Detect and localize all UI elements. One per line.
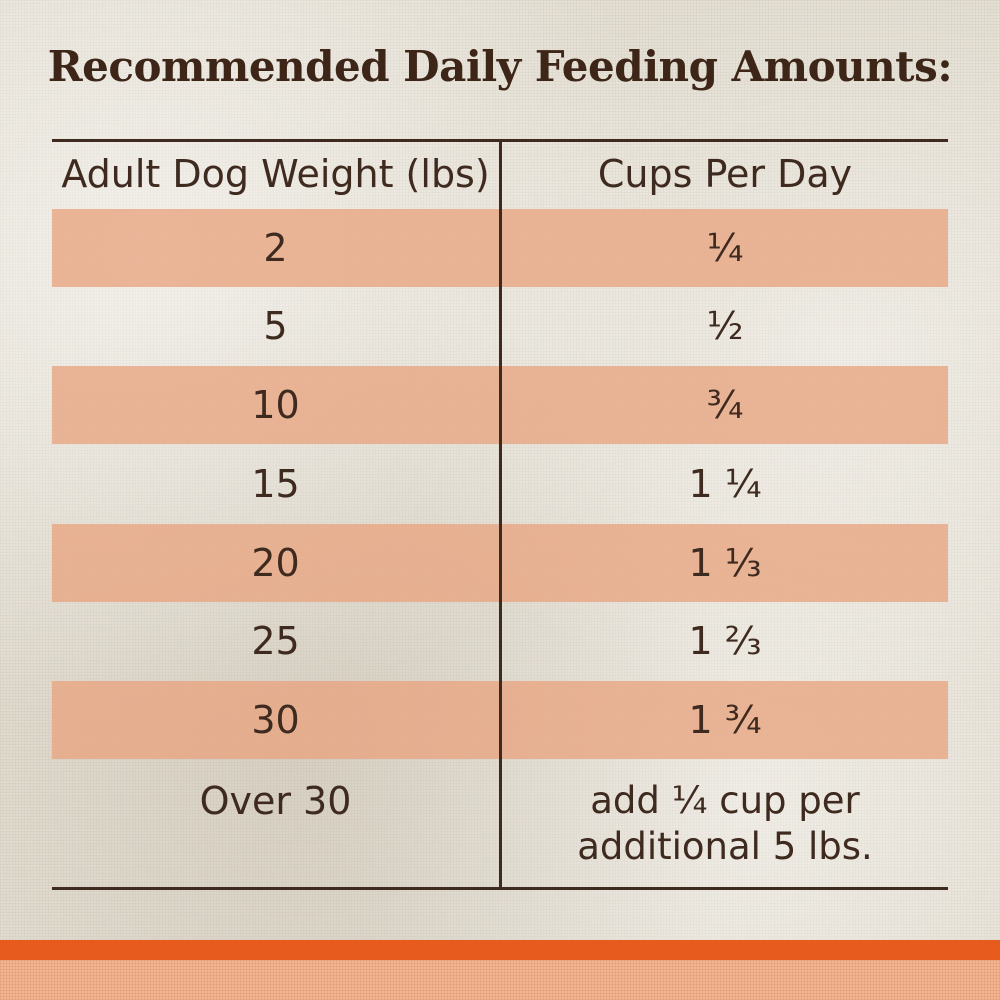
cups-cell: 1 ¾ xyxy=(688,698,762,742)
weight-cell: 5 xyxy=(263,304,288,348)
table-row: Over 30 add ¼ cup per additional 5 lbs. xyxy=(52,778,948,878)
weight-cell: Over 30 xyxy=(199,779,352,823)
footer-peach-band xyxy=(0,960,1000,1000)
cups-cell: 1 ⅓ xyxy=(688,541,762,585)
column-divider xyxy=(499,139,502,890)
cups-cell: 1 ¼ xyxy=(688,462,762,506)
table-row: 5 ½ xyxy=(52,287,948,365)
weight-cell: 20 xyxy=(251,541,300,585)
column-header-weight: Adult Dog Weight (lbs) xyxy=(61,152,490,196)
footer-orange-band xyxy=(0,940,1000,960)
column-header-cups: Cups Per Day xyxy=(597,152,853,196)
page-title: Recommended Daily Feeding Amounts: xyxy=(47,42,953,91)
weight-cell: 25 xyxy=(251,619,300,663)
cups-cell: ¼ xyxy=(706,226,744,270)
cups-cell: ¾ xyxy=(706,383,744,427)
cups-cell: 1 ⅔ xyxy=(688,619,762,663)
weight-cell: 15 xyxy=(251,462,300,506)
cups-cell: ½ xyxy=(706,304,744,348)
weight-cell: 30 xyxy=(251,698,300,742)
weight-cell: 2 xyxy=(263,226,288,270)
cups-cell: add ¼ cup per additional 5 lbs. xyxy=(577,779,873,868)
table-row: 25 1 ⅔ xyxy=(52,602,948,680)
table-bottom-rule xyxy=(52,887,948,890)
table-row: 15 1 ¼ xyxy=(52,445,948,523)
weight-cell: 10 xyxy=(251,383,300,427)
